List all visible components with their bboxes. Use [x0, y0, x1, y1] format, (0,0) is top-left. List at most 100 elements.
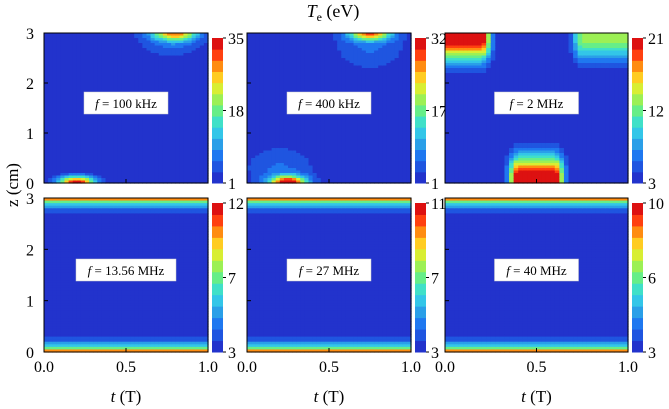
heatmap-cell	[101, 73, 107, 77]
heatmap-cell	[89, 85, 94, 89]
heatmap-cell	[80, 118, 86, 122]
heatmap-cell	[48, 68, 53, 72]
heatmap-cell	[101, 50, 107, 54]
heatmap-cell	[105, 78, 111, 82]
heatmap-cell	[126, 143, 131, 147]
heatmap-cell	[121, 55, 127, 59]
heatmap-cell	[64, 85, 70, 89]
heatmap-cell	[76, 120, 82, 124]
heatmap-cell	[105, 55, 111, 59]
heatmap-cell	[52, 140, 57, 144]
heatmap-cell	[52, 53, 57, 57]
heatmap-cell	[101, 33, 107, 37]
heatmap-cell	[56, 158, 61, 162]
heatmap-cell	[48, 113, 53, 117]
heatmap-cell	[105, 73, 111, 77]
heatmap-cell	[85, 45, 90, 49]
heatmap-cell	[93, 180, 98, 184]
heatmap-cell	[105, 88, 111, 92]
heatmap-cell	[56, 63, 61, 67]
heatmap-cell	[76, 90, 82, 94]
heatmap-cell	[72, 58, 78, 62]
heatmap-cell	[121, 123, 127, 127]
heatmap-cell	[56, 45, 61, 49]
heatmap-cell	[68, 43, 74, 47]
heatmap-cell	[117, 78, 123, 82]
heatmap-cell	[105, 85, 111, 89]
heatmap-cell	[117, 140, 123, 144]
heatmap-cell	[52, 108, 57, 112]
heatmap-cell	[60, 75, 66, 79]
heatmap-cell	[113, 173, 119, 177]
heatmap-cell	[72, 73, 78, 77]
heatmap-cell	[89, 163, 94, 167]
heatmap-cell	[93, 128, 98, 132]
heatmap-cell	[97, 38, 102, 42]
heatmap-cell	[97, 173, 102, 177]
heatmap-cell	[109, 60, 115, 64]
heatmap-cell	[101, 135, 107, 139]
heatmap-cell	[101, 53, 107, 57]
heatmap-cell	[44, 93, 49, 97]
heatmap-cell	[89, 130, 94, 134]
heatmap-cell	[44, 123, 49, 127]
heatmap-cell	[126, 120, 131, 124]
heatmap-cell	[64, 145, 70, 149]
heatmap-cell	[44, 63, 49, 67]
heatmap-cell	[52, 43, 57, 47]
heatmap-cell	[113, 73, 119, 77]
heatmap-cell	[89, 33, 94, 37]
heatmap-cell	[52, 135, 57, 139]
heatmap-cell	[93, 165, 98, 169]
heatmap-cell	[64, 173, 70, 177]
heatmap-cell	[109, 155, 115, 159]
heatmap-cell	[44, 38, 49, 42]
heatmap-cell	[101, 58, 107, 62]
heatmap-cell	[117, 88, 123, 92]
heatmap-cell	[126, 138, 131, 142]
heatmap-cell	[52, 93, 57, 97]
heatmap-cell	[60, 153, 66, 157]
heatmap-cell	[56, 128, 61, 132]
heatmap-cell	[64, 165, 70, 169]
heatmap-cell	[56, 65, 61, 69]
heatmap-cell	[101, 38, 107, 42]
heatmap-cell	[126, 65, 131, 69]
heatmap-cell	[44, 130, 49, 134]
heatmap-cell	[117, 33, 123, 37]
heatmap-cell	[105, 118, 111, 122]
heatmap-cell	[113, 168, 119, 172]
heatmap-cell	[117, 85, 123, 89]
figure-title: Te (eV)	[307, 1, 360, 24]
heatmap-cell	[60, 35, 66, 39]
heatmap-cell	[64, 40, 70, 44]
heatmap-cell	[52, 80, 57, 84]
heatmap-cell	[80, 75, 86, 79]
colorbar-swatch	[415, 104, 426, 117]
heatmap-cell	[89, 148, 94, 152]
heatmap-cell	[117, 123, 123, 127]
heatmap-cell	[72, 75, 78, 79]
heatmap-cell	[64, 75, 70, 79]
heatmap-cell	[85, 75, 90, 79]
heatmap-cell	[97, 75, 102, 79]
heatmap-cell	[80, 93, 86, 97]
heatmap-cell	[130, 85, 135, 89]
heatmap-cell	[113, 163, 119, 167]
heatmap-cell	[72, 50, 78, 54]
heatmap-cell	[80, 113, 86, 117]
heatmap-cell	[60, 140, 66, 144]
heatmap-cell	[113, 43, 119, 47]
heatmap-cell	[117, 158, 123, 162]
heatmap-cell	[72, 180, 78, 184]
heatmap-cell	[44, 90, 49, 94]
heatmap-cell	[68, 150, 74, 154]
heatmap-cell	[80, 43, 86, 47]
colorbar-swatch	[415, 82, 426, 95]
heatmap-cell	[85, 68, 90, 72]
heatmap-cell	[72, 175, 78, 179]
heatmap-cell	[64, 135, 70, 139]
heatmap-cell	[80, 178, 86, 182]
heatmap-cell	[109, 58, 115, 62]
